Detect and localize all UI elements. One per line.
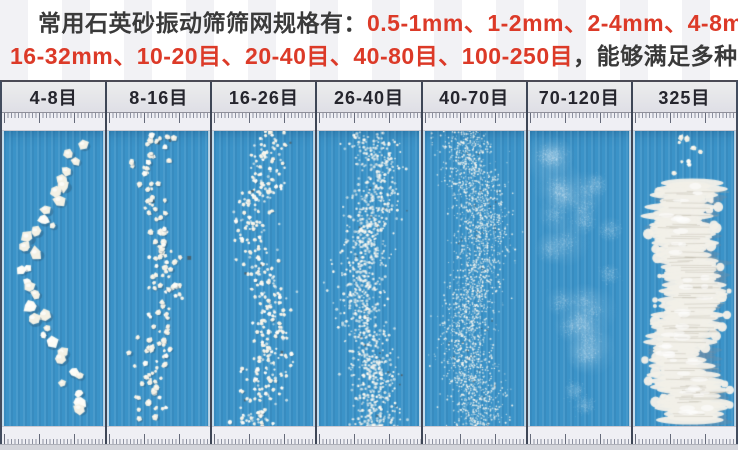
sand-particles-image — [422, 131, 526, 426]
sample-photo-panel — [422, 131, 526, 426]
sand-particles-image — [317, 131, 421, 426]
mesh-column-4: 26-40目 — [317, 82, 423, 444]
mesh-column-7: 325目 — [632, 82, 736, 444]
sand-particles-image — [212, 131, 316, 426]
ruler-bottom — [632, 426, 736, 444]
ruler-bottom — [422, 426, 526, 444]
sample-photo-panel — [317, 131, 421, 426]
title-line2-specs: 16-32mm、10-20目、20-40目、40-80目、100-250目 — [10, 43, 574, 69]
column-header: 8-16目 — [107, 82, 211, 113]
column-header: 26-40目 — [317, 82, 421, 113]
sand-particles-image — [527, 131, 631, 426]
title-line1-specs: 0.5-1mm、1-2mm、2-4mm、4-8mm、8-16mm、 — [367, 10, 738, 36]
mesh-column-3: 16-26目 — [212, 82, 318, 444]
sample-photo-panel — [2, 131, 106, 426]
column-header: 16-26目 — [212, 82, 316, 113]
ruler-bottom — [2, 426, 106, 444]
column-header: 4-8目 — [2, 82, 106, 113]
ruler-bottom — [317, 426, 421, 444]
ruler-top — [422, 113, 526, 131]
column-header: 70-120目 — [527, 82, 631, 113]
column-header: 325目 — [632, 82, 736, 113]
title-line2-label: ，能够满足多种应用需求。 — [573, 43, 738, 69]
ruler-top — [632, 113, 736, 131]
title-line-2: 16-32mm、10-20目、20-40目、40-80目、100-250目，能够… — [0, 40, 738, 73]
ruler-top — [2, 113, 106, 131]
title-line-1: 常用石英砂振动筛筛网规格有：0.5-1mm、1-2mm、2-4mm、4-8mm、… — [0, 7, 738, 40]
sample-photo-panel — [527, 131, 631, 426]
title-line1-label: 常用石英砂振动筛筛网规格有： — [38, 10, 367, 36]
mesh-column-2: 8-16目 — [107, 82, 213, 444]
sand-particles-image — [107, 131, 211, 426]
ruler-top — [212, 113, 316, 131]
sample-photo-panel — [632, 131, 736, 426]
column-header: 40-70目 — [422, 82, 526, 113]
mesh-comparison-table: 4-8目 8-16目 16-26目 26-40目 40-70目 70-120目 325目 — [0, 80, 738, 444]
mesh-column-5: 40-70目 — [422, 82, 528, 444]
mesh-column-1: 4-8目 — [2, 82, 108, 444]
title-block: 常用石英砂振动筛筛网规格有：0.5-1mm、1-2mm、2-4mm、4-8mm、… — [0, 0, 738, 80]
ruler-bottom — [212, 426, 316, 444]
ruler-bottom — [107, 426, 211, 444]
ruler-top — [107, 113, 211, 131]
ruler-top — [317, 113, 421, 131]
bottom-band — [0, 444, 738, 450]
sand-particles-image — [632, 131, 736, 426]
sample-photo-panel — [107, 131, 211, 426]
mesh-column-6: 70-120目 — [527, 82, 633, 444]
ruler-bottom — [527, 426, 631, 444]
ruler-top — [527, 113, 631, 131]
sample-photo-panel — [212, 131, 316, 426]
sand-particles-image — [2, 131, 106, 426]
